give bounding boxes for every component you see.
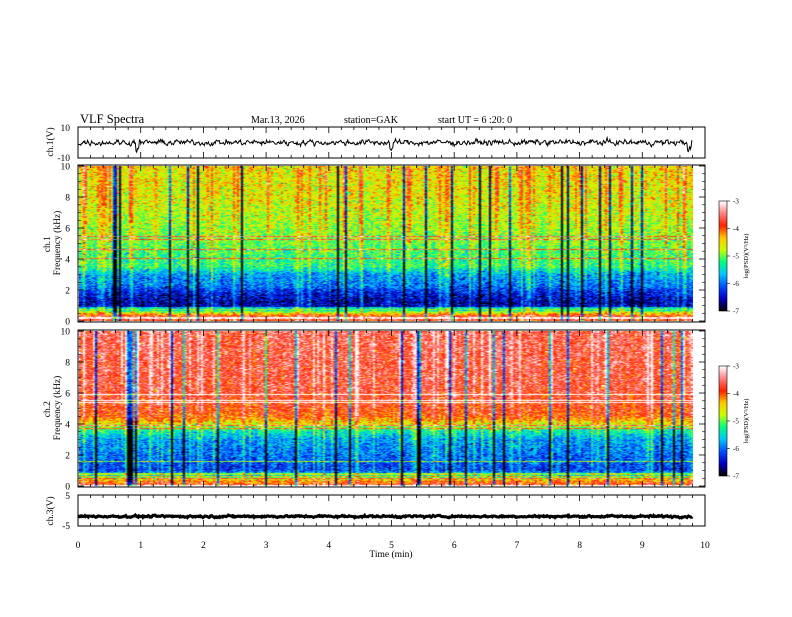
colorbar-tick-label: -5 — [733, 418, 739, 426]
x-tick-label: 10 — [700, 541, 710, 551]
ch2-spectrogram-image — [79, 331, 693, 486]
ch2-colorbar-label: log(PSD)(V²/Hz) — [743, 399, 750, 444]
colorbar-tick-label: -4 — [733, 390, 739, 398]
ch2-colorbar-gradient — [719, 366, 727, 476]
ch1-spectrogram-image — [79, 166, 693, 321]
y-tick-label: 4 — [65, 421, 70, 431]
x-tick-label: 9 — [640, 541, 645, 551]
ch1-spectrogram-ylabel: ch.1 Frequency (kHz) — [43, 211, 63, 276]
ch2-colorbar: -3 -4 -5 -6 -7 log(PSD)(V²/Hz) — [718, 363, 750, 481]
ch3-ylabel: ch.3(V) — [45, 496, 56, 525]
x-tick-label: 5 — [389, 541, 394, 551]
ch1-ytick-bottom: -10 — [57, 154, 70, 164]
y-tick-label: 8 — [65, 194, 70, 204]
y-tick-label: 2 — [65, 287, 70, 297]
colorbar-tick-label: -7 — [733, 308, 739, 316]
y-tick-label: 0 — [65, 318, 70, 328]
ch1-colorbar: -3 -4 -5 -6 -7 log(PSD)(V²/Hz) — [718, 198, 750, 316]
ch3-ytick-top: 5 — [65, 492, 70, 502]
ch2-spectrogram-panel: 0 2 4 6 8 10 ch.2 Frequency (kHz) — [43, 328, 706, 493]
x-tick-label: 0 — [76, 541, 81, 551]
x-tick-label: 4 — [326, 541, 331, 551]
x-axis-tick-labels: 0 1 2 3 4 5 6 7 8 9 10 — [76, 541, 710, 551]
colorbar-tick-label: -6 — [733, 280, 739, 288]
colorbar-tick-label: -4 — [733, 225, 739, 233]
colorbar-tick-label: -6 — [733, 445, 739, 453]
ch1-colorbar-label: log(PSD)(V²/Hz) — [743, 234, 750, 279]
x-tick-label: 3 — [264, 541, 269, 551]
x-tick-label: 7 — [515, 541, 520, 551]
y-tick-label: 4 — [65, 256, 70, 266]
ch3-waveform-panel: 5 -5 ch.3(V) — [45, 492, 706, 532]
x-tick-label: 1 — [138, 541, 143, 551]
y-tick-label: 0 — [65, 483, 70, 493]
ch3-ytick-bottom: -5 — [62, 522, 70, 532]
start-time-label: start UT = 6 :20: 0 — [438, 115, 512, 126]
colorbar-tick-label: -7 — [733, 473, 739, 481]
colorbar-tick-label: -3 — [733, 363, 739, 371]
x-tick-label: 8 — [577, 541, 582, 551]
y-tick-label: 6 — [65, 225, 70, 235]
colorbar-tick-label: -5 — [733, 253, 739, 261]
x-tick-label: 2 — [201, 541, 206, 551]
ch1-ylabel: ch.1(V) — [45, 127, 56, 156]
y-tick-label: 10 — [61, 328, 71, 338]
station-label: station=GAK — [344, 115, 399, 126]
x-tick-label: 6 — [452, 541, 457, 551]
ch1-ytick-top: 10 — [61, 124, 71, 134]
ch3-waveform-line — [77, 512, 694, 520]
ch2-spectrogram-ylabel: ch.2 Frequency (kHz) — [43, 376, 63, 441]
ch1-waveform-line — [77, 135, 693, 154]
y-tick-label: 10 — [61, 163, 71, 173]
figure-title: VLF Spectra — [80, 112, 145, 126]
ch1-waveform-panel: 10 -10 ch.1(V) — [45, 124, 706, 164]
colorbar-tick-label: -3 — [733, 198, 739, 206]
ch1-spectrogram-panel: 0 2 4 6 8 10 ch.1 Frequency (kHz) — [43, 163, 706, 328]
y-tick-label: 8 — [65, 359, 70, 369]
ch1-colorbar-gradient — [719, 201, 727, 311]
y-tick-label: 6 — [65, 390, 70, 400]
y-tick-label: 2 — [65, 452, 70, 462]
x-axis-label: Time (min) — [369, 549, 412, 560]
date-label: Mar.13, 2026 — [251, 115, 305, 126]
